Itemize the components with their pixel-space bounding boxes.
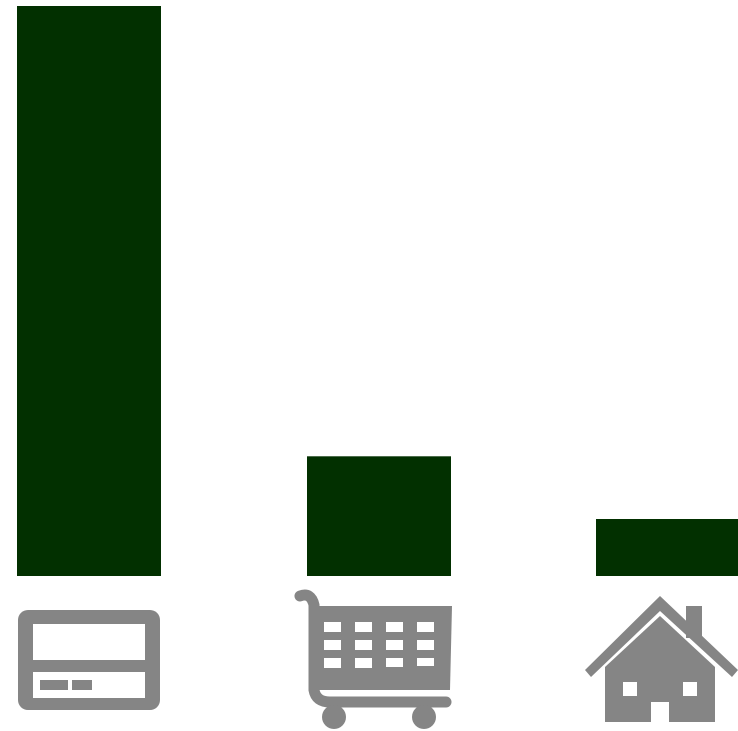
shopping-cart-icon (294, 589, 452, 729)
house-icon (585, 596, 738, 722)
bar-house (596, 519, 738, 576)
credit-card-icon (18, 610, 160, 710)
bars-group (17, 6, 738, 576)
bar-credit-card (17, 6, 161, 576)
bar-shopping-cart (307, 456, 451, 576)
category-icons (18, 589, 738, 729)
